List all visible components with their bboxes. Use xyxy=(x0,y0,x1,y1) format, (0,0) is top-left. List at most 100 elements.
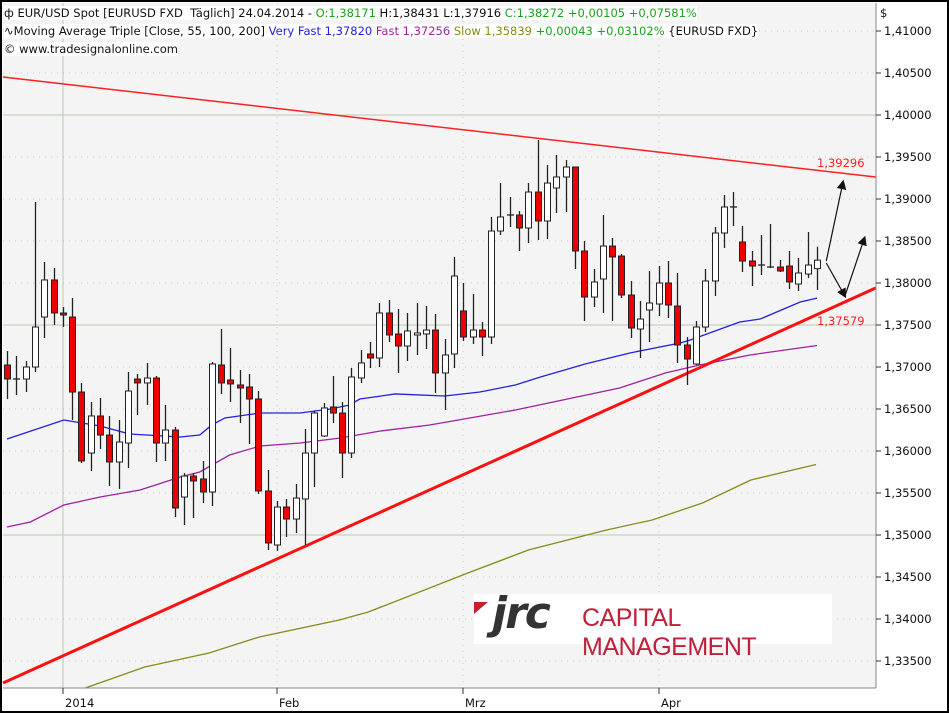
candle xyxy=(693,320,700,365)
y-axis: 1,41000 1,40500 1,40000 1,39500 1,39000 1,385… xyxy=(876,24,932,668)
candle xyxy=(32,202,39,373)
candle-body xyxy=(460,310,467,338)
jrc-logo: jrc CAPITAL MANAGEMENT xyxy=(474,588,832,661)
logo-mark: jrc xyxy=(492,588,551,639)
candle xyxy=(69,298,76,421)
candle-body xyxy=(274,506,281,546)
candle xyxy=(432,313,439,394)
candle xyxy=(395,309,402,373)
candle xyxy=(767,224,774,268)
candle xyxy=(665,260,672,319)
moving-average-very-fast xyxy=(6,297,818,440)
candle xyxy=(125,372,132,468)
candle-body xyxy=(4,364,11,380)
candle-body xyxy=(432,329,439,374)
candle xyxy=(572,166,579,269)
candle xyxy=(88,402,95,471)
candle-body xyxy=(423,329,430,335)
moving-average-fast xyxy=(6,344,818,528)
candle-body xyxy=(656,282,663,305)
y-tick-label: 1,37000 xyxy=(884,360,932,374)
forecast-arrow xyxy=(844,235,867,297)
candle xyxy=(628,280,635,339)
candle xyxy=(497,183,504,236)
candle xyxy=(544,164,551,239)
candle-body xyxy=(600,245,607,280)
candle-body xyxy=(739,241,746,262)
candle xyxy=(4,351,11,400)
candle xyxy=(51,267,58,325)
y-tick-label: 1,40000 xyxy=(884,108,932,122)
candle-body xyxy=(609,245,616,258)
candle xyxy=(525,183,532,244)
moving-average-icon: ∿ xyxy=(4,24,14,38)
candle xyxy=(581,241,588,321)
candle xyxy=(637,300,644,359)
y-tick-label: 1,39000 xyxy=(884,192,932,206)
candle xyxy=(246,373,253,445)
candle-body xyxy=(181,475,188,498)
candle-body xyxy=(348,376,355,454)
candle-body xyxy=(386,312,393,336)
candle-body xyxy=(563,166,570,178)
candle-body xyxy=(553,176,560,189)
slow-value: Slow 1,35839 xyxy=(450,24,532,38)
candle-body xyxy=(646,302,653,311)
close-change-value: C:1,38272 +0,00105 +0,07581% xyxy=(504,6,697,20)
candle xyxy=(218,329,225,394)
copyright: © www.tradesignalonline.com xyxy=(4,42,178,56)
candle xyxy=(414,302,421,355)
candle xyxy=(311,411,318,488)
candle xyxy=(106,415,113,487)
candle xyxy=(563,160,570,213)
candle xyxy=(758,235,765,276)
candle-body xyxy=(321,407,328,437)
candle xyxy=(646,270,653,342)
candle-body xyxy=(814,259,821,270)
candle xyxy=(507,196,514,227)
very-fast-value: Very Fast 1,37820 xyxy=(268,24,373,38)
candlestick-icon: ф xyxy=(4,6,14,20)
candle xyxy=(749,250,756,287)
candle-body xyxy=(591,281,598,298)
candle-body xyxy=(134,378,141,384)
candle xyxy=(78,382,85,464)
candle xyxy=(116,420,123,489)
candle xyxy=(656,266,663,317)
candle-body xyxy=(358,362,365,379)
candle-body xyxy=(302,452,309,500)
candle xyxy=(41,262,48,339)
candle xyxy=(200,460,207,503)
y-tick-label: 1,35000 xyxy=(884,528,932,542)
candle-body xyxy=(712,232,719,282)
logo-text: CAPITAL MANAGEMENT xyxy=(582,604,757,661)
resistance-trendline xyxy=(2,76,876,178)
currency-label: $ xyxy=(880,6,887,20)
y-tick-label: 1,39500 xyxy=(884,150,932,164)
logo-wedge xyxy=(474,602,488,614)
y-tick-label: 1,34500 xyxy=(884,570,932,584)
candle xyxy=(283,498,290,538)
candle-body xyxy=(246,386,253,400)
candle-body xyxy=(535,191,542,222)
candle-body xyxy=(786,265,793,283)
x-tick-label: Mrz xyxy=(465,696,486,710)
fast-value: Fast 1,37256 xyxy=(372,24,451,38)
candle xyxy=(293,484,300,533)
candle-body xyxy=(665,282,672,306)
candle-body xyxy=(525,191,532,229)
candle xyxy=(721,194,728,248)
candle-body xyxy=(97,415,104,436)
candle-body xyxy=(339,412,346,454)
candle-body xyxy=(376,312,383,359)
candle-body xyxy=(153,377,160,444)
candle-body xyxy=(581,250,588,298)
candle xyxy=(786,250,793,289)
candle xyxy=(348,368,355,458)
y-tick-label: 1,36000 xyxy=(884,444,932,458)
trendlines: 1,39296 1,37579 xyxy=(2,76,877,685)
candle xyxy=(134,373,141,415)
candle-body xyxy=(721,206,728,234)
candle xyxy=(553,154,560,214)
